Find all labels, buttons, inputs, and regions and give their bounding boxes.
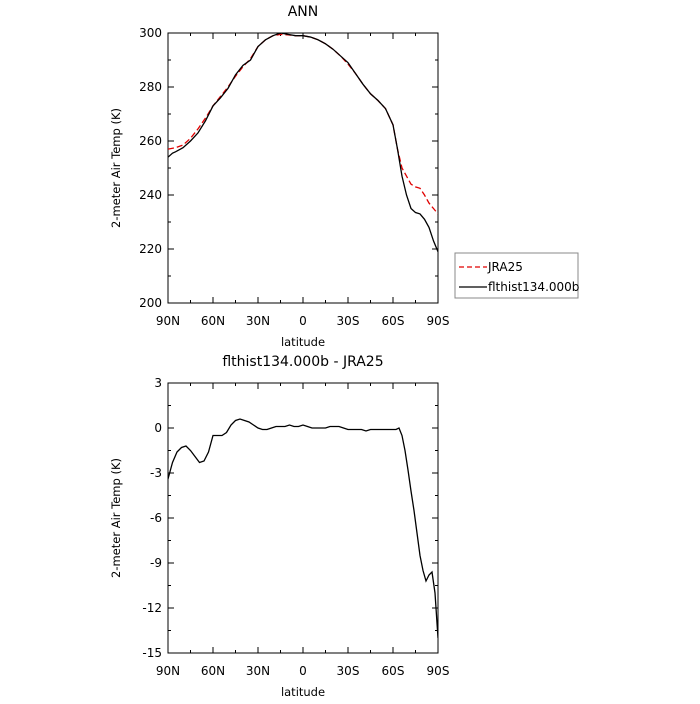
legend-box bbox=[454, 252, 579, 299]
chart-title: ANN bbox=[288, 4, 319, 20]
y-tick-label: 3 bbox=[154, 376, 162, 390]
x-tick-label: 0 bbox=[299, 314, 307, 328]
legend: JRA25 flthist134.000b bbox=[454, 252, 579, 299]
y-tick-label: -3 bbox=[150, 466, 162, 480]
plot-frame bbox=[167, 32, 439, 304]
x-tick-label: 60N bbox=[201, 664, 225, 678]
y-tick-label: 260 bbox=[139, 134, 162, 148]
y-tick-label: 280 bbox=[139, 80, 162, 94]
y-tick-label: 240 bbox=[139, 188, 162, 202]
x-tick-label: 0 bbox=[299, 664, 307, 678]
x-axis-label: latitude bbox=[281, 685, 325, 699]
chart-panel-1: ANN 90N 60N 30N 0 30S 60S 90S 200 220 240 260 280 300… bbox=[109, 4, 579, 349]
y-tick-label: 220 bbox=[139, 242, 162, 256]
legend-label: JRA25 bbox=[487, 260, 523, 274]
x-tick-label: 90N bbox=[156, 664, 180, 678]
y-tick-label: -6 bbox=[150, 511, 162, 525]
chart-panel-2: flthist134.000b - JRA25 90N 60N 30N 0 30S 60S 9… bbox=[109, 354, 449, 699]
x-tick-label: 30S bbox=[337, 314, 360, 328]
x-tick-label: 60S bbox=[382, 314, 405, 328]
x-tick-label: 90N bbox=[156, 314, 180, 328]
legend-label: flthist134.000b bbox=[488, 280, 579, 294]
x-tick-label: 30S bbox=[337, 664, 360, 678]
plot-frame bbox=[167, 382, 439, 654]
x-tick-label: 90S bbox=[427, 664, 450, 678]
x-tick-label: 60N bbox=[201, 314, 225, 328]
series-line-flthist134-000b bbox=[168, 33, 438, 252]
chart-title: flthist134.000b - JRA25 bbox=[222, 354, 383, 370]
series-line-1 bbox=[168, 418, 438, 639]
y-axis-label: 2-meter Air Temp (K) bbox=[109, 458, 123, 578]
x-tick-label: 60S bbox=[382, 664, 405, 678]
y-tick-label: 0 bbox=[154, 421, 162, 435]
x-axis-label: latitude bbox=[281, 335, 325, 349]
y-tick-label: -9 bbox=[150, 556, 162, 570]
x-tick-label: 30N bbox=[246, 664, 270, 678]
y-tick-label: 300 bbox=[139, 26, 162, 40]
y-tick-label: -15 bbox=[142, 646, 162, 660]
x-tick-label: 90S bbox=[427, 314, 450, 328]
y-axis-label: 2-meter Air Temp (K) bbox=[109, 108, 123, 228]
y-tick-label: 200 bbox=[139, 296, 162, 310]
series-line-jra25 bbox=[168, 33, 438, 215]
y-tick-label: -12 bbox=[142, 601, 162, 615]
x-tick-label: 30N bbox=[246, 314, 270, 328]
